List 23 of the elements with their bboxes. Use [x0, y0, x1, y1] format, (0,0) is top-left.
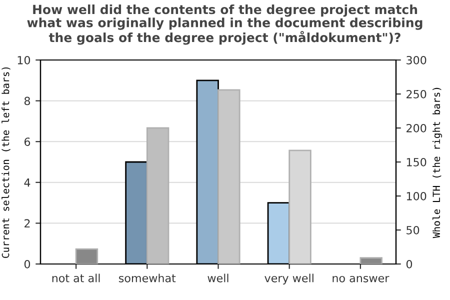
y2-tick-label: 0 — [406, 260, 412, 268]
bar — [360, 257, 382, 264]
y2-axis-title: Whole LTH (the right bars) — [432, 88, 442, 238]
x-tick-label: not at all — [52, 274, 100, 282]
y-tick-label: 4 — [24, 178, 30, 187]
y-axis-title: Current selection (the left bars) — [2, 67, 10, 258]
y-tick-label: 0 — [24, 260, 30, 268]
y-tick-label: 8 — [24, 96, 30, 106]
y2-tick-label: 150 — [406, 158, 426, 166]
y2-tick-label: 300 — [406, 56, 426, 64]
y2-tick-label: 250 — [406, 90, 426, 98]
x-tick-label: well — [208, 274, 228, 282]
y2-tick-label: 200 — [406, 124, 426, 132]
chart-title: How well did the contents of the degree project match what was originally planned in the document describing the goals of the degree project ("måldokument")? — [27, 4, 422, 45]
x-tick-label: no answer — [332, 276, 390, 282]
x-tick-label: somewhat — [118, 274, 176, 282]
y2-tick-label: 100 — [406, 192, 426, 200]
bar — [75, 248, 98, 264]
y-tick-label: 6 — [24, 138, 30, 146]
y-tick-label: 2 — [24, 219, 30, 228]
x-tick-label: very well — [264, 274, 314, 284]
y-tick-label: 10 — [18, 56, 30, 64]
y2-tick-label: 50 — [406, 226, 420, 234]
